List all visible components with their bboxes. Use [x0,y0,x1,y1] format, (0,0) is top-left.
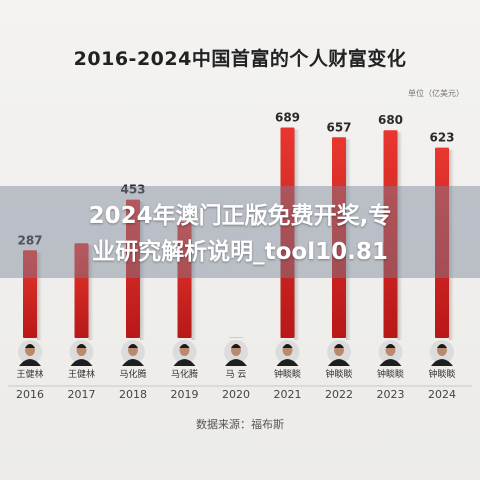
bar-shadow [397,132,403,340]
value-label-2018: 453 [120,183,145,197]
watermark-text: 2024年澳门正版免费开奖,专 业研究解析说明_tool10.81 [0,198,480,270]
bar-shadow [346,139,351,340]
portrait-2022 [327,340,351,366]
x-tick-label-2016: 2016 [16,388,44,401]
bar-2016 [23,250,37,338]
bar-2018 [126,199,140,338]
bar-2019 [177,221,192,338]
bar-shadow [37,252,42,340]
x-tick-label-2020: 2020 [222,388,250,401]
value-label-2023: 680 [378,113,403,127]
x-tick-label-2017: 2017 [68,388,96,401]
portrait-2018 [121,340,145,366]
bar-shadow [294,129,300,340]
portrait-2024 [430,340,454,366]
bar-shadow [191,223,197,340]
portrait-2016 [18,340,42,366]
person-name-2017: 王健林 [68,368,95,380]
person-name-2024: 钟睒睒 [428,368,455,380]
watermark-line-1: 2024年澳门正版免费开奖,专 [88,203,392,229]
bar-2022 [332,137,346,338]
person-name-2021: 钟睒睒 [274,368,301,380]
bar-shadow [88,245,94,340]
x-tick-label-2018: 2018 [119,388,147,401]
x-tick-label-2024: 2024 [428,388,456,401]
unit-label: 单位（亿美元） [408,89,464,98]
person-name-2016: 王健林 [16,368,43,380]
watermark-banner [0,186,480,278]
x-tick-label-2021: 2021 [274,388,302,401]
value-label-2021: 689 [275,110,300,124]
value-label-2016: 287 [17,233,42,247]
value-label-2022: 657 [326,120,351,134]
bar-2023 [383,130,398,338]
x-tick-label-2023: 2023 [377,388,405,401]
watermark-line-2: 业研究解析说明_tool10.81 [92,239,388,265]
x-tick-label-2019: 2019 [171,388,199,401]
bar-2024 [435,147,449,338]
person-name-2020: 马 云 [226,369,247,380]
bar-shadow [449,149,454,340]
person-name-2019: 马化腾 [171,368,198,380]
portrait-2019 [172,340,197,366]
person-name-2022: 钟睒睒 [325,368,352,380]
bar-2021 [280,127,295,338]
person-name-2023: 钟睒睒 [377,368,404,380]
bar-2017 [74,243,89,338]
portrait-2020 [224,340,248,366]
portrait-2021 [275,340,300,366]
person-name-2018: 马化腾 [119,368,146,380]
bar-shadow [140,201,145,340]
x-tick-label-2022: 2022 [325,388,353,401]
data-source: 数据来源：福布斯 [196,418,284,431]
portrait-2017 [69,340,94,366]
portrait-2023 [378,340,403,366]
value-label-2024: 623 [429,131,454,145]
chart-title: 2016-2024中国首富的个人财富变化 [73,48,407,70]
